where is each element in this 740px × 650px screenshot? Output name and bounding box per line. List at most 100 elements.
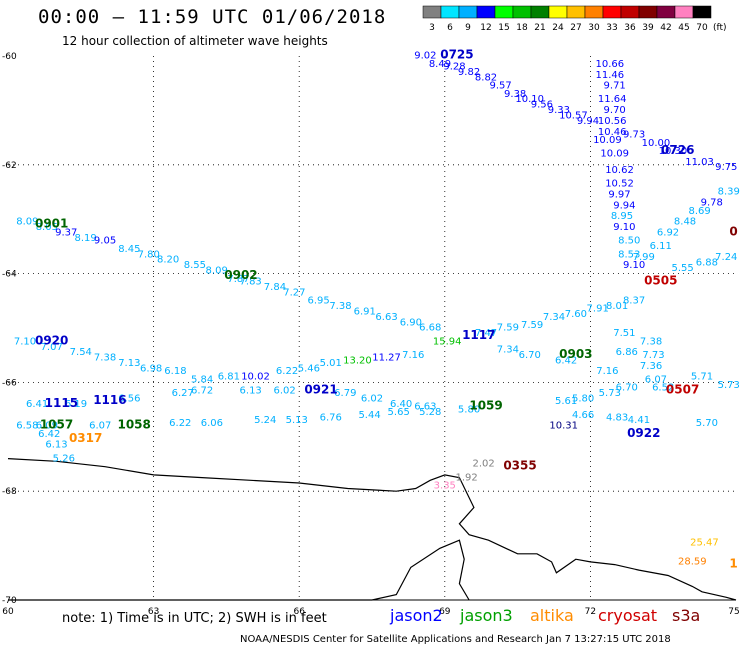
swh-value: 7.54	[70, 347, 92, 358]
swh-value: 4.66	[572, 410, 594, 421]
swh-value: 5.46	[298, 364, 320, 375]
pass-time-label: 1	[729, 556, 737, 570]
swh-value: 6.52	[652, 383, 674, 394]
pass-time-label: 0920	[35, 333, 68, 347]
swh-value: 6.09	[36, 421, 58, 432]
coastline	[7, 458, 737, 601]
pass-time-label: 0505	[644, 273, 677, 287]
swh-value: 7.59	[497, 323, 519, 334]
swh-value: 4.41	[628, 415, 650, 426]
swh-value: 6.91	[354, 306, 376, 317]
swh-value: 8.19	[75, 233, 97, 244]
swh-value: 6.70	[519, 350, 541, 361]
pass-time-label: 0	[729, 225, 737, 239]
swh-value: 5.70	[696, 418, 718, 429]
swh-value: 6.88	[696, 257, 718, 268]
colorbar-swatch	[548, 5, 568, 19]
swh-value: 7.60	[565, 309, 587, 320]
swh-value: 11.46	[595, 70, 624, 81]
swh-value: 11.03	[685, 157, 714, 168]
swh-value: 7.59	[521, 320, 543, 331]
pass-time-label: 1059	[469, 399, 502, 413]
satellite-jason2: jason2	[390, 606, 443, 625]
swh-value: 6.79	[334, 388, 356, 399]
swh-value: 8.37	[623, 296, 645, 307]
colorbar-swatch	[656, 5, 676, 19]
x-tick-label: 60	[2, 607, 14, 617]
y-tick-label: -62	[2, 161, 17, 171]
swh-value: 5.24	[254, 415, 276, 426]
swh-value: 9.94	[613, 200, 635, 211]
swh-value: 11.27	[372, 353, 401, 364]
swh-value: 10.30	[659, 146, 688, 157]
x-tick-label: 69	[439, 607, 451, 617]
colorbar-label: 9	[465, 23, 471, 33]
pass-time-label: 1057	[40, 418, 73, 432]
x-tick-label: 75	[728, 607, 739, 617]
swh-value: 7.83	[240, 276, 262, 287]
swh-value: 3.35	[434, 480, 456, 491]
swh-value: 10.52	[605, 179, 634, 190]
satellite-cryosat: cryosat	[598, 606, 658, 625]
pass-time-labels: 0725 0726 0901 0902 0903 0920 0921 0922 1115 1116…	[35, 48, 738, 571]
swh-value: 6.13	[240, 385, 262, 396]
swh-value: 6.22	[276, 366, 298, 377]
swh-value: 7.10	[14, 336, 36, 347]
swh-value: 7.34	[543, 312, 565, 323]
y-tick-label: -64	[2, 270, 17, 280]
swh-value: 7.16	[402, 350, 424, 361]
colorbar-label: 45	[678, 23, 689, 33]
swh-value: 7.27	[283, 287, 305, 298]
swh-value: 6.07	[89, 421, 111, 432]
swh-value: 6.72	[191, 385, 213, 396]
swh-value: 5.71	[691, 372, 713, 383]
colorbar-swatch	[512, 5, 532, 19]
swh-value: 6.56	[118, 393, 140, 404]
colorbar-label: 21	[534, 23, 545, 33]
swh-value: 6.95	[307, 296, 329, 307]
axis-ticks: 60 63 66 69 72 75 -60 -62 -64 -66 -68 -70	[2, 52, 740, 617]
swh-value: 8.50	[618, 236, 640, 247]
swh-value: 8.49	[429, 59, 451, 70]
swh-value: 7.38	[329, 301, 351, 312]
swh-value: 5.80	[458, 404, 480, 415]
swh-value: 9.57	[489, 81, 511, 92]
swh-value: 9.71	[604, 81, 626, 92]
colorbar-label: 33	[606, 23, 617, 33]
swh-value: 7.38	[640, 336, 662, 347]
swh-value: 5.65	[388, 407, 410, 418]
colorbar: 3 6 9 12 15 18 21 24 27 30 33 36 39 42 45 70 (ft)	[422, 5, 727, 33]
colorbar-label: 27	[570, 23, 581, 33]
swh-value: 8.45	[118, 244, 140, 255]
colorbar-swatch	[422, 5, 442, 19]
swh-value: 7.84	[264, 282, 286, 293]
swh-value: 6.92	[657, 228, 679, 239]
swh-value: 8.09	[206, 266, 228, 277]
swh-value: 8.95	[611, 211, 633, 222]
pass-time-label: 1115	[45, 396, 78, 410]
swh-value: 5.13	[286, 415, 308, 426]
swh-value: 4.83	[606, 412, 628, 423]
swh-value: 5.84	[191, 374, 213, 385]
colorbar-label: 15	[498, 23, 509, 33]
swh-value: 8.05	[36, 222, 58, 233]
swh-value: 10.09	[593, 135, 622, 146]
swh-value: 10.56	[598, 116, 627, 127]
colorbar-swatch	[620, 5, 640, 19]
swh-value: 9.82	[458, 67, 480, 78]
swh-value: 6.63	[375, 312, 397, 323]
swh-value: 11.64	[598, 94, 627, 105]
swh-value: 7.91	[587, 304, 609, 315]
swh-value: 9.38	[504, 89, 526, 100]
swh-value: 5.01	[320, 358, 342, 369]
swh-value: 15.94	[433, 336, 462, 347]
swh-value: 7.13	[118, 358, 140, 369]
colorbar-swatch	[530, 5, 550, 19]
pass-time-label: 0903	[559, 347, 592, 361]
satellite-jason3: jason3	[460, 606, 513, 625]
swh-value: 6.18	[164, 366, 186, 377]
swh-value: 10.46	[598, 127, 627, 138]
colorbar-label: 24	[552, 23, 564, 33]
swh-value: 6.41	[26, 399, 48, 410]
